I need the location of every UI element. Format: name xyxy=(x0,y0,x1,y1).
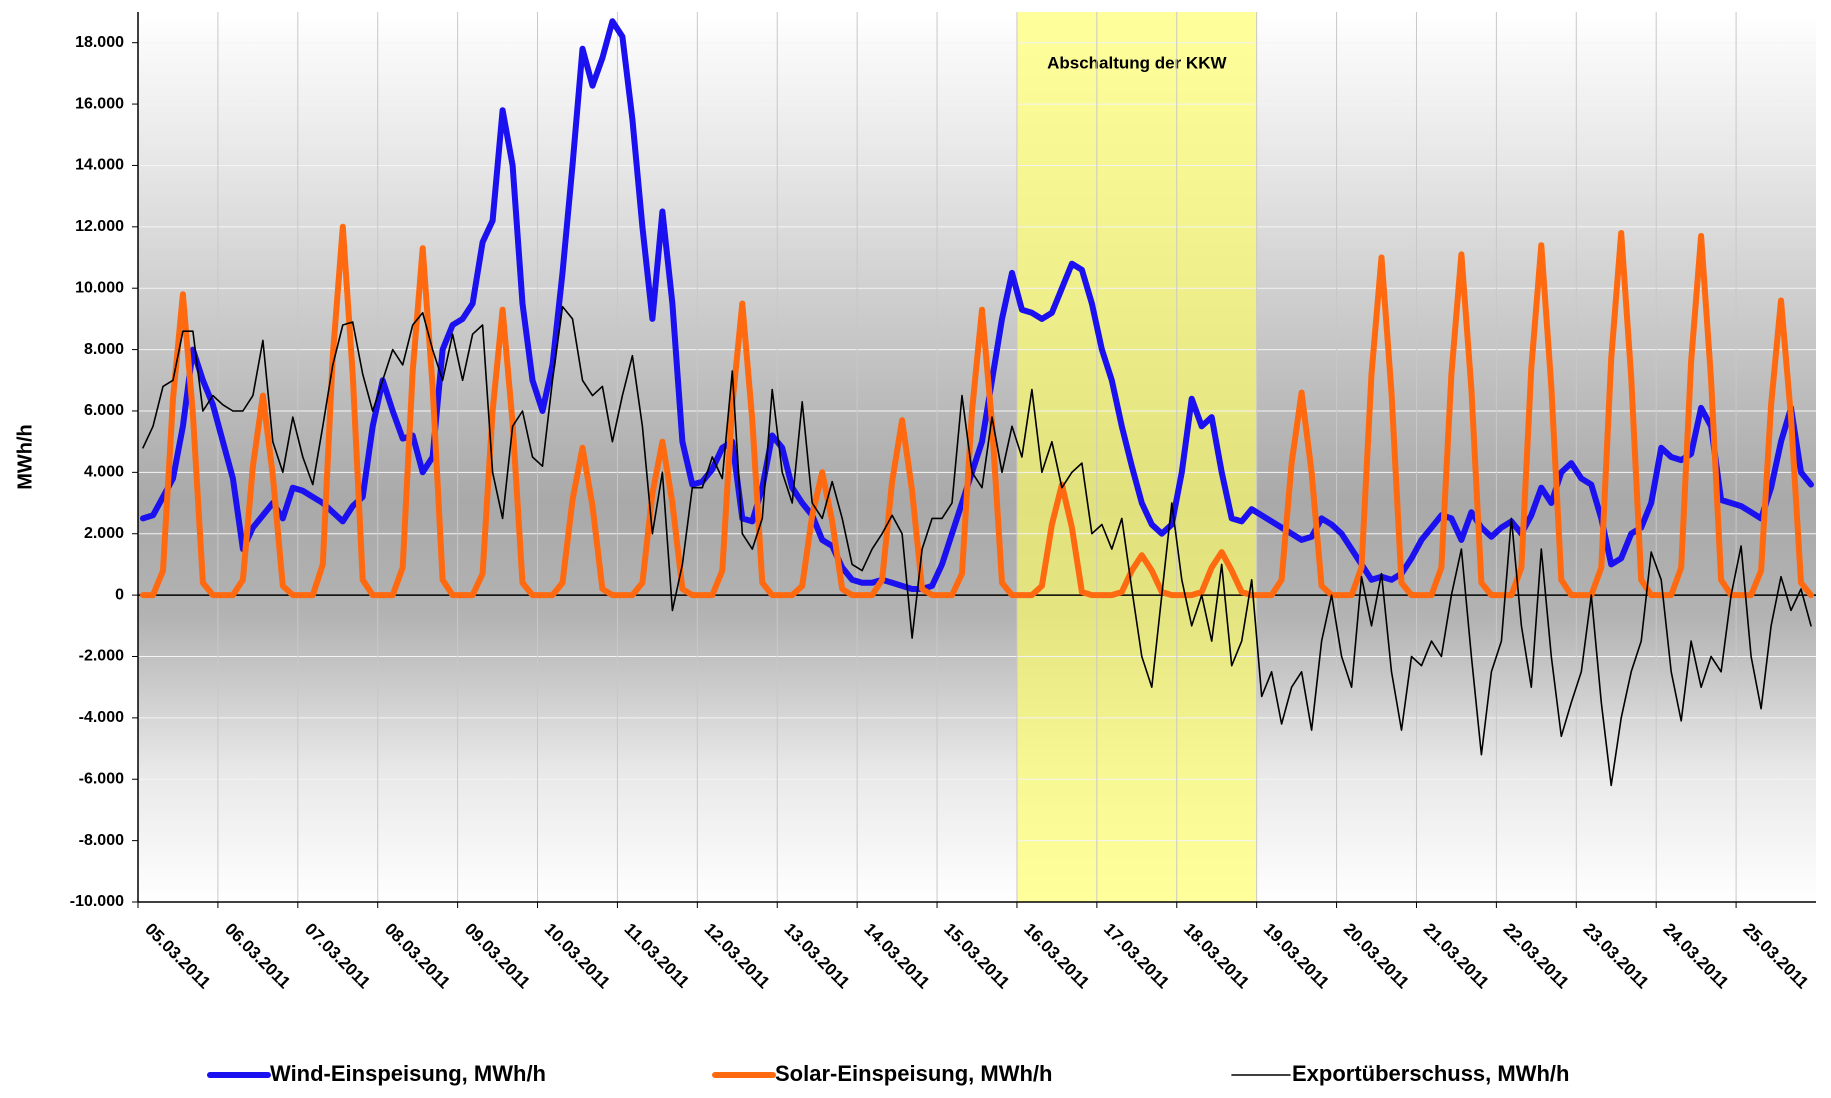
x-tick-label: 13.03.2011 xyxy=(780,919,853,992)
y-tick-label: 18.000 xyxy=(75,34,124,51)
legend-label: Wind-Einspeisung, MWh/h xyxy=(270,1061,546,1086)
x-tick-label: 09.03.2011 xyxy=(461,919,534,992)
x-tick-label: 25.03.2011 xyxy=(1739,919,1812,992)
y-tick-label: 16.000 xyxy=(75,95,124,112)
y-tick-label: 0 xyxy=(115,586,124,603)
x-tick-label: 12.03.2011 xyxy=(701,919,774,992)
y-axis-label: MWh/h xyxy=(14,424,36,490)
x-tick-label: 17.03.2011 xyxy=(1100,919,1173,992)
y-tick-label: -2.000 xyxy=(79,648,124,665)
series-line xyxy=(142,305,1812,787)
series-line xyxy=(140,18,1814,592)
x-tick-label: 05.03.2011 xyxy=(141,919,214,992)
x-tick-label: 22.03.2011 xyxy=(1500,919,1573,992)
y-tick-label: 2.000 xyxy=(84,525,124,542)
series-line xyxy=(140,223,1814,599)
x-tick-label: 24.03.2011 xyxy=(1659,919,1732,992)
y-tick-label: 4.000 xyxy=(84,464,124,481)
x-tick-label: 18.03.2011 xyxy=(1180,919,1253,992)
x-tick-label: 08.03.2011 xyxy=(381,919,454,992)
y-tick-label: 14.000 xyxy=(75,157,124,174)
x-tick-label: 15.03.2011 xyxy=(940,919,1013,992)
y-tick-label: 6.000 xyxy=(84,402,124,419)
x-tick-label: 16.03.2011 xyxy=(1020,919,1093,992)
x-tick-label: 20.03.2011 xyxy=(1340,919,1413,992)
x-tick-label: 19.03.2011 xyxy=(1260,919,1333,992)
y-tick-label: -4.000 xyxy=(79,709,124,726)
y-tick-label: -8.000 xyxy=(79,832,124,849)
x-tick-label: 21.03.2011 xyxy=(1420,919,1493,992)
x-tick-label: 23.03.2011 xyxy=(1579,919,1652,992)
x-tick-label: 06.03.2011 xyxy=(221,919,294,992)
x-tick-label: 14.03.2011 xyxy=(860,919,933,992)
y-tick-label: 10.000 xyxy=(75,279,124,296)
legend-label: Exportüberschuss, MWh/h xyxy=(1292,1061,1569,1086)
y-tick-label: -10.000 xyxy=(70,893,124,910)
y-tick-label: 8.000 xyxy=(84,341,124,358)
legend-label: Solar-Einspeisung, MWh/h xyxy=(775,1061,1052,1086)
highlight-label: Abschaltung der KKW xyxy=(1047,53,1227,72)
y-tick-label: -6.000 xyxy=(79,770,124,787)
x-tick-label: 10.03.2011 xyxy=(541,919,614,992)
x-tick-label: 07.03.2011 xyxy=(301,919,374,992)
y-tick-label: 12.000 xyxy=(75,218,124,235)
x-tick-label: 11.03.2011 xyxy=(621,919,693,991)
